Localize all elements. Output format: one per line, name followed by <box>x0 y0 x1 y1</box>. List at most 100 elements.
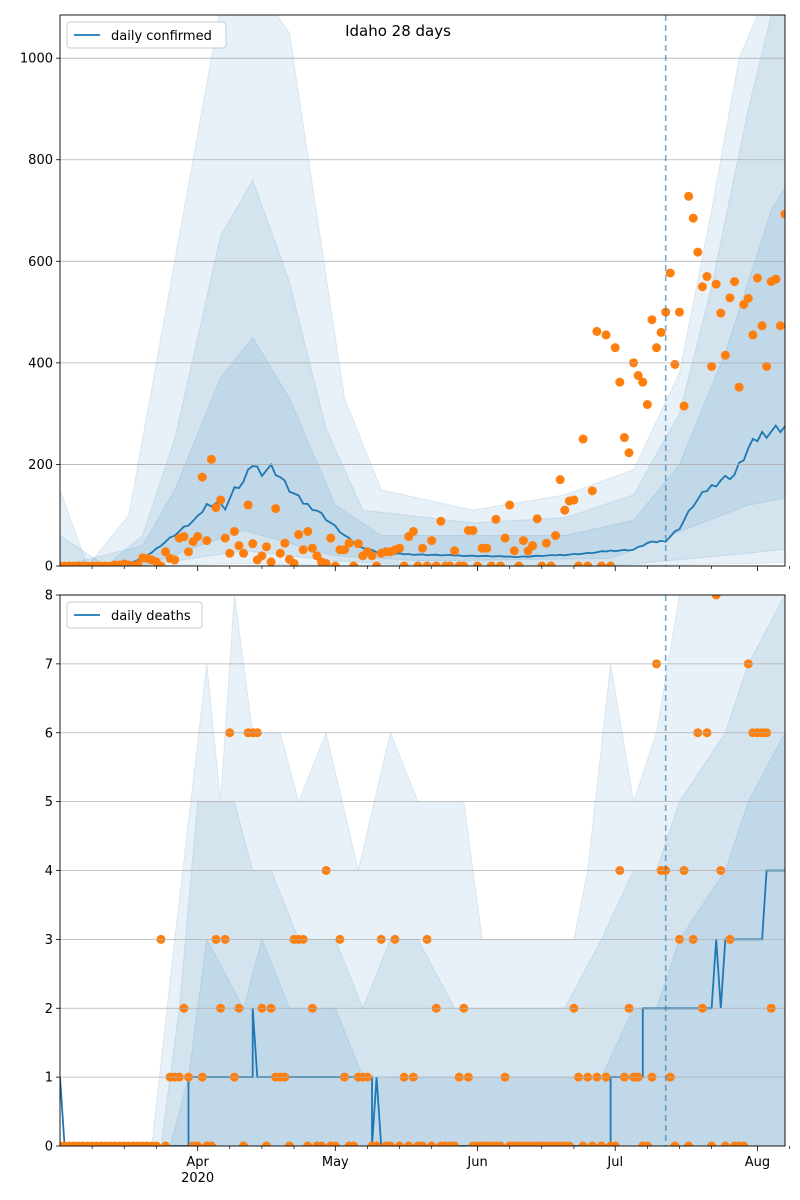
legend-label: daily confirmed <box>111 29 212 44</box>
observed-point <box>266 557 276 566</box>
observed-point <box>151 1141 161 1146</box>
observed-point <box>752 273 762 283</box>
observed-point <box>711 279 721 289</box>
observed-point <box>794 471 800 480</box>
observed-point <box>500 533 510 543</box>
observed-point <box>537 561 547 566</box>
observed-point <box>633 371 643 381</box>
observed-point <box>408 526 418 536</box>
observed-point <box>330 1141 340 1146</box>
observed-point <box>243 500 253 510</box>
observed-point <box>725 293 735 303</box>
observed-point <box>239 1141 249 1146</box>
observed-point <box>551 531 561 541</box>
model-line <box>60 423 785 566</box>
observed-point <box>486 561 496 566</box>
observed-point <box>780 209 785 219</box>
observed-point <box>496 561 506 566</box>
observed-point <box>193 532 203 542</box>
observed-point <box>693 247 703 257</box>
observed-point <box>624 448 634 458</box>
observed-point <box>569 495 579 505</box>
observed-point <box>642 1141 652 1146</box>
observed-point <box>275 548 285 558</box>
observed-point <box>514 561 524 566</box>
observed-point <box>422 561 432 566</box>
observed-point <box>197 472 207 482</box>
observed-point <box>413 561 423 566</box>
observed-point <box>638 377 648 387</box>
observed-point <box>220 533 230 543</box>
observed-point <box>353 539 363 549</box>
observed-point <box>757 321 767 331</box>
observed-point <box>239 548 249 558</box>
observed-point <box>790 272 799 281</box>
observed-point <box>739 1141 749 1146</box>
observed-point <box>560 505 570 515</box>
observed-point <box>326 533 336 543</box>
observed-point <box>574 561 584 566</box>
observed-point <box>418 543 427 553</box>
observed-point <box>261 1141 271 1146</box>
observed-point <box>578 1141 588 1146</box>
observed-point <box>734 382 744 392</box>
legend-box <box>66 601 203 629</box>
observed-point <box>684 1141 694 1146</box>
y-tick-label: 7 <box>45 657 53 672</box>
observed-point <box>257 551 267 561</box>
observed-point <box>684 191 694 201</box>
observed-point <box>518 536 528 546</box>
x-tick-label: Aug <box>745 1155 770 1170</box>
y-tick-label: 4 <box>45 864 53 879</box>
observed-point <box>445 561 455 566</box>
observed-point <box>289 558 299 566</box>
observed-point <box>606 561 616 566</box>
observed-point <box>202 536 212 546</box>
x-tick-label: Jul <box>606 1155 623 1170</box>
observed-point <box>385 1141 395 1146</box>
observed-point <box>431 561 441 566</box>
legend-label: daily deaths <box>111 609 191 624</box>
observed-point <box>674 307 684 317</box>
observed-point <box>427 1141 437 1146</box>
y-tick-label: 2 <box>45 1002 53 1017</box>
observed-point <box>234 541 244 551</box>
observed-point <box>161 1141 171 1146</box>
observed-point <box>459 561 469 566</box>
observed-point <box>303 1141 313 1146</box>
observed-point <box>743 293 753 303</box>
observed-point <box>707 1141 717 1146</box>
y-tick-label: 1 <box>45 1071 53 1086</box>
observed-point <box>468 525 478 535</box>
x-tick-label: Apr <box>186 1155 209 1170</box>
uncertainty-band <box>60 15 785 566</box>
observed-point <box>716 308 726 318</box>
observed-point <box>707 361 717 371</box>
observed-point <box>528 541 538 551</box>
observed-point <box>670 359 680 369</box>
observed-point <box>321 558 331 566</box>
uncertainty-band <box>60 15 785 566</box>
observed-point <box>349 1141 359 1146</box>
legend: daily deaths <box>66 601 203 629</box>
plot-area <box>60 15 800 566</box>
observed-point <box>344 538 354 548</box>
observed-point <box>532 514 542 524</box>
observed-point <box>592 326 602 336</box>
observed-point <box>775 321 785 331</box>
observed-point <box>541 538 551 548</box>
y-tick-label: 800 <box>28 153 53 168</box>
observed-point <box>546 561 556 566</box>
x-tick-label: May <box>322 1155 349 1170</box>
observed-point <box>179 532 189 542</box>
observed-point <box>206 1141 216 1146</box>
observed-point <box>647 315 657 325</box>
y-tick-label: 5 <box>45 795 53 810</box>
observed-point <box>404 1141 414 1146</box>
observed-point <box>339 545 349 555</box>
observed-point <box>748 330 758 340</box>
observed-point <box>482 543 492 553</box>
observed-point <box>261 542 271 552</box>
observed-point <box>298 545 308 555</box>
